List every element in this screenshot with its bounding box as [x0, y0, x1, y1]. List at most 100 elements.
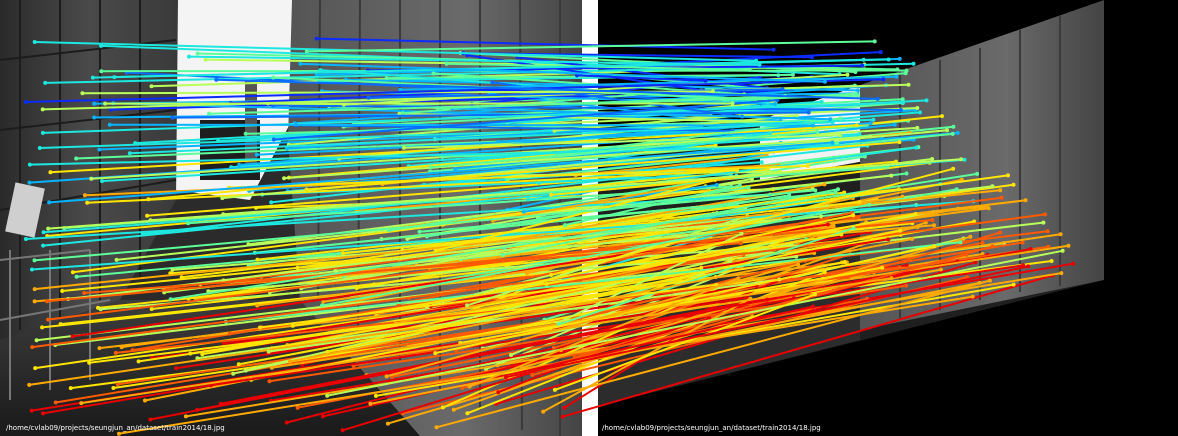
keypoint [203, 57, 208, 62]
keypoint [998, 188, 1003, 193]
keypoint [58, 322, 63, 327]
keypoint [831, 224, 836, 229]
keypoint [220, 196, 225, 201]
keypoint [828, 117, 833, 122]
keypoint [384, 374, 389, 379]
match-line [229, 164, 809, 189]
keypoint [838, 116, 843, 121]
keypoint [868, 121, 873, 126]
keypoint [796, 262, 801, 267]
keypoint [954, 187, 959, 192]
keypoint [145, 213, 150, 218]
keypoint [47, 200, 52, 205]
keypoint [140, 232, 145, 237]
keypoint [537, 180, 542, 185]
keypoint [27, 180, 32, 185]
keypoint [460, 386, 465, 391]
match-line [208, 94, 859, 115]
keypoint [906, 82, 911, 87]
keypoint [92, 101, 97, 106]
keypoint [267, 379, 272, 384]
keypoint [910, 236, 914, 241]
keypoint [549, 273, 554, 277]
match-line [434, 245, 935, 355]
keypoint [340, 428, 345, 433]
keypoint [321, 299, 326, 304]
keypoint [467, 384, 472, 389]
keypoint [853, 70, 858, 74]
keypoint [987, 278, 992, 283]
keypoint [37, 146, 42, 150]
keypoint [940, 114, 944, 119]
keypoint [107, 122, 112, 127]
keypoint [552, 128, 557, 133]
keypoint [237, 162, 242, 167]
keypoint [977, 280, 982, 285]
keypoint [385, 421, 390, 426]
keypoint [227, 331, 232, 336]
match-line [419, 202, 737, 233]
keypoint [556, 322, 561, 327]
keypoint [895, 67, 900, 72]
keypoint [325, 393, 330, 398]
keypoint [855, 88, 860, 93]
match-line [284, 135, 871, 180]
keypoint [822, 182, 827, 187]
keypoint [429, 165, 434, 170]
keypoint [838, 133, 843, 138]
keypoint [30, 267, 34, 272]
keypoint [40, 130, 45, 135]
match-line [172, 111, 809, 119]
keypoint [973, 260, 978, 265]
keypoint [912, 108, 917, 113]
keypoint [170, 267, 175, 272]
street-sign [5, 182, 45, 238]
match-line [42, 101, 904, 134]
keypoint [373, 393, 378, 398]
keypoint [885, 165, 890, 170]
keypoint [521, 209, 526, 214]
keypoint [875, 96, 880, 101]
match-line [556, 232, 742, 325]
keypoint [898, 108, 903, 112]
keypoint [103, 101, 108, 106]
keypoint [809, 55, 814, 60]
match-line [101, 133, 860, 183]
keypoint [318, 68, 323, 73]
keypoint [867, 202, 872, 207]
keypoint [243, 131, 248, 136]
match-line [327, 229, 901, 353]
keypoint [354, 286, 359, 291]
keypoint [711, 89, 715, 94]
keypoint [90, 75, 95, 80]
match-line [208, 243, 792, 293]
keypoint [254, 205, 258, 210]
keypoint [451, 407, 456, 412]
match-line [250, 261, 845, 381]
keypoint [930, 218, 935, 222]
keypoint [794, 254, 799, 259]
keypoint [913, 212, 918, 216]
keypoint [739, 231, 744, 236]
keypoint [968, 234, 973, 239]
keypoint [23, 237, 28, 241]
keypoint [958, 240, 963, 245]
keypoint [747, 67, 752, 72]
keypoint [80, 91, 85, 96]
match-line [289, 237, 913, 363]
keypoint [33, 366, 38, 371]
keypoint [857, 132, 862, 136]
match-line [188, 55, 760, 66]
keypoint [82, 193, 87, 198]
keypoint [945, 128, 949, 133]
keypoint [366, 95, 371, 100]
match-line [170, 172, 978, 301]
keypoint [562, 405, 567, 410]
match-line [576, 74, 706, 82]
keypoint [400, 111, 405, 116]
keypoint [99, 43, 103, 48]
match-line [113, 102, 781, 123]
match-line [342, 317, 710, 432]
keypoint [314, 36, 319, 41]
keypoint [889, 276, 894, 281]
